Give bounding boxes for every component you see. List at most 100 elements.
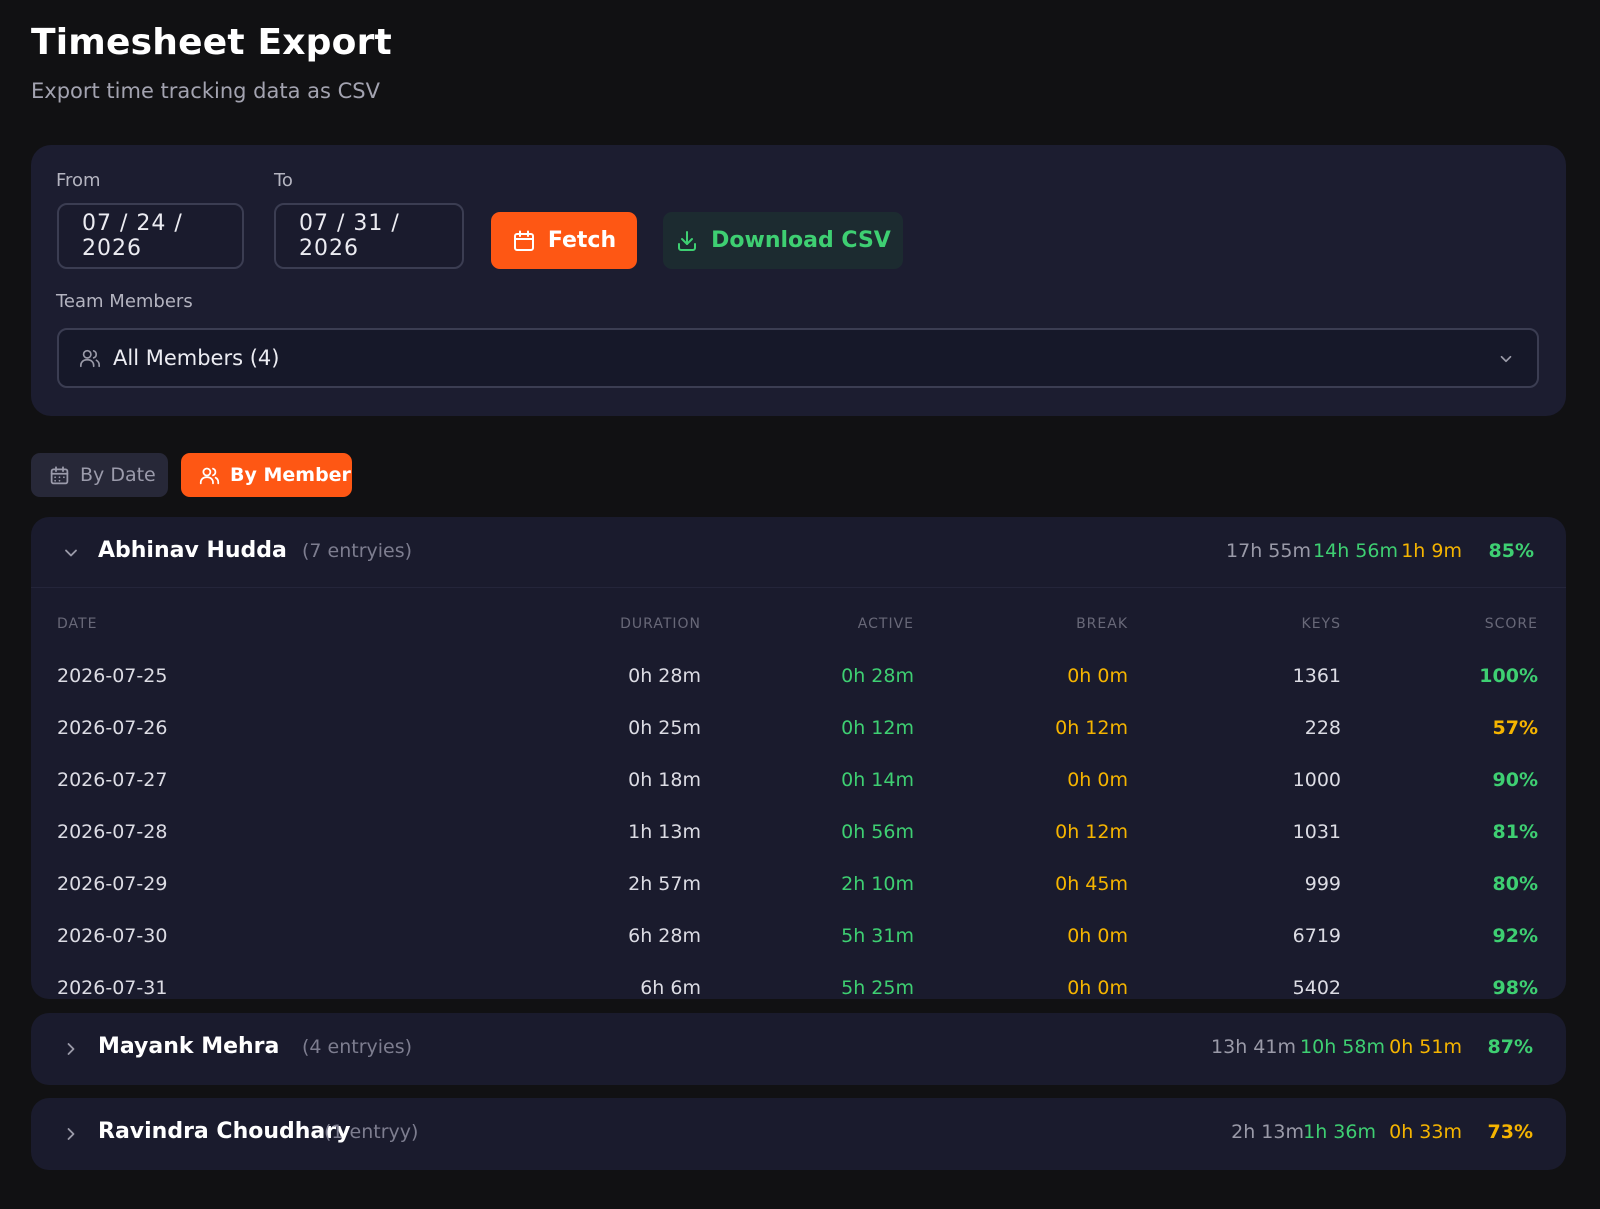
total-active: 14h 56m [1313, 540, 1398, 562]
table-row: 2026-07-28 1h 13m 0h 56m 0h 12m 1031 81% [31, 821, 1566, 873]
cell-duration: 0h 18m [628, 769, 701, 791]
table-row: 2026-07-27 0h 18m 0h 14m 0h 0m 1000 90% [31, 769, 1566, 821]
cell-duration: 1h 13m [628, 821, 701, 843]
member-group-header[interactable]: Mayank Mehra (4 entryies) 13h 41m 10h 58… [31, 1013, 1566, 1083]
from-label: From [56, 170, 101, 191]
cell-keys: 1031 [1292, 821, 1341, 843]
cell-duration: 6h 6m [640, 977, 701, 999]
tab-by-member-label: By Member [230, 464, 351, 486]
cell-active: 0h 56m [841, 821, 914, 843]
to-date-input[interactable]: 07 / 31 / 2026 [274, 203, 464, 269]
users-icon [199, 465, 220, 486]
table-row: 2026-07-26 0h 25m 0h 12m 0h 12m 228 57% [31, 717, 1566, 769]
cell-keys: 6719 [1292, 925, 1341, 947]
column-header-duration: DURATION [620, 616, 701, 632]
users-icon [79, 347, 101, 369]
member-group-header[interactable]: Ravindra Choudhary (1 entryy) 2h 13m 1h … [31, 1098, 1566, 1168]
download-csv-button[interactable]: Download CSV [663, 212, 903, 269]
member-group-header[interactable]: Abhinav Hudda (7 entryies) 17h 55m 14h 5… [31, 517, 1566, 587]
cell-keys: 1361 [1292, 665, 1341, 687]
member-group: Abhinav Hudda (7 entryies) 17h 55m 14h 5… [31, 517, 1566, 999]
score-badge: 73% [1487, 1121, 1533, 1143]
cell-score: 57% [1492, 717, 1538, 739]
cell-date: 2026-07-31 [57, 977, 168, 999]
score-badge: 85% [1488, 540, 1534, 562]
member-group: Mayank Mehra (4 entryies) 13h 41m 10h 58… [31, 1013, 1566, 1085]
chevron-right-icon[interactable] [61, 1039, 81, 1059]
filter-card: From 07 / 24 / 2026 To 07 / 31 / 2026 Fe… [31, 145, 1566, 416]
cell-active: 5h 31m [841, 925, 914, 947]
total-active: 10h 58m [1300, 1036, 1385, 1058]
calendar-icon [512, 229, 536, 253]
cell-score: 81% [1492, 821, 1538, 843]
cell-keys: 228 [1304, 717, 1341, 739]
cell-score: 90% [1492, 769, 1538, 791]
cell-date: 2026-07-26 [57, 717, 168, 739]
total-duration: 17h 55m [1226, 540, 1311, 562]
table-row: 2026-07-25 0h 28m 0h 28m 0h 0m 1361 100% [31, 665, 1566, 717]
cell-break: 0h 0m [1067, 925, 1128, 947]
column-header-score: SCORE [1484, 616, 1538, 632]
table-row: 2026-07-29 2h 57m 2h 10m 0h 45m 999 80% [31, 873, 1566, 925]
fetch-label: Fetch [547, 228, 617, 253]
entry-count: (4 entryies) [302, 1036, 413, 1058]
cell-break: 0h 0m [1067, 769, 1128, 791]
cell-break: 0h 0m [1067, 665, 1128, 687]
cell-active: 0h 12m [841, 717, 914, 739]
to-label: To [274, 170, 293, 191]
column-header-date: DATE [57, 616, 98, 632]
total-break: 1h 9m [1401, 540, 1462, 562]
total-duration: 2h 13m [1231, 1121, 1304, 1143]
member-name: Ravindra Choudhary [98, 1119, 351, 1144]
tab-by-date[interactable]: By Date [31, 453, 168, 497]
cell-active: 2h 10m [841, 873, 914, 895]
entries-table: DATE DURATION ACTIVE BREAK KEYS SCORE 20… [31, 588, 1566, 999]
cell-date: 2026-07-30 [57, 925, 168, 947]
column-header-active: ACTIVE [857, 616, 914, 632]
from-date-input[interactable]: 07 / 24 / 2026 [57, 203, 244, 269]
cell-score: 80% [1492, 873, 1538, 895]
cell-keys: 5402 [1292, 977, 1341, 999]
cell-date: 2026-07-27 [57, 769, 168, 791]
entry-count: (7 entryies) [302, 540, 413, 562]
team-members-select[interactable]: All Members (4) [57, 328, 1539, 388]
team-members-label: Team Members [56, 291, 193, 312]
cell-break: 0h 12m [1055, 717, 1128, 739]
cell-keys: 999 [1304, 873, 1341, 895]
page-subtitle: Export time tracking data as CSV [31, 79, 380, 103]
to-date-value: 07 / 31 / 2026 [299, 211, 400, 261]
member-name: Mayank Mehra [98, 1034, 280, 1059]
cell-duration: 6h 28m [628, 925, 701, 947]
chevron-right-icon[interactable] [61, 1124, 81, 1144]
total-duration: 13h 41m [1211, 1036, 1296, 1058]
divider [31, 587, 1566, 588]
tab-by-date-label: By Date [80, 464, 156, 486]
cell-active: 0h 28m [841, 665, 914, 687]
fetch-button[interactable]: Fetch [491, 212, 637, 269]
cell-break: 0h 0m [1067, 977, 1128, 999]
cell-date: 2026-07-29 [57, 873, 168, 895]
cell-break: 0h 45m [1055, 873, 1128, 895]
column-header-break: BREAK [1076, 616, 1128, 632]
table-row: 2026-07-31 6h 6m 5h 25m 0h 0m 5402 98% [31, 977, 1566, 999]
tab-by-member[interactable]: By Member [181, 453, 352, 497]
chevron-down-icon [1497, 350, 1515, 368]
table-row: 2026-07-30 6h 28m 5h 31m 0h 0m 6719 92% [31, 925, 1566, 977]
download-icon [675, 229, 699, 253]
page-title: Timesheet Export [31, 22, 392, 63]
cell-date: 2026-07-28 [57, 821, 168, 843]
cell-score: 100% [1479, 665, 1538, 687]
score-badge: 87% [1487, 1036, 1533, 1058]
chevron-down-icon[interactable] [61, 543, 81, 563]
cell-active: 5h 25m [841, 977, 914, 999]
cell-score: 98% [1492, 977, 1538, 999]
cell-keys: 1000 [1292, 769, 1341, 791]
cell-score: 92% [1492, 925, 1538, 947]
cell-active: 0h 14m [841, 769, 914, 791]
total-break: 0h 33m [1389, 1121, 1462, 1143]
total-active: 1h 36m [1303, 1121, 1376, 1143]
team-members-value: All Members (4) [113, 346, 280, 370]
member-group: Ravindra Choudhary (1 entryy) 2h 13m 1h … [31, 1098, 1566, 1170]
cell-duration: 2h 57m [628, 873, 701, 895]
total-break: 0h 51m [1389, 1036, 1462, 1058]
